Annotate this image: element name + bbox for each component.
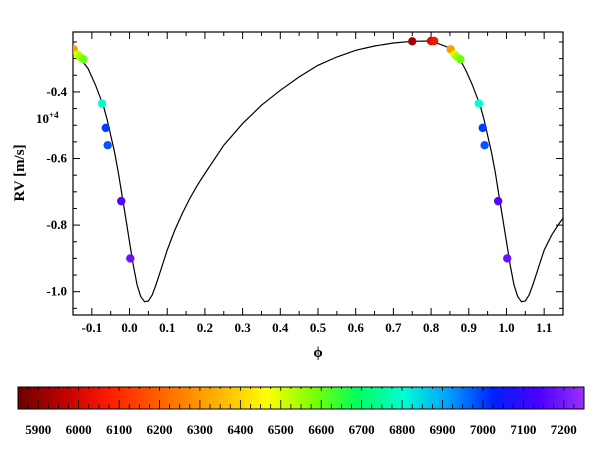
colorbar-label: 7100 [510,422,536,437]
x-tick-label: 0.0 [121,320,137,335]
y-multiplier-label: 10+4 [36,110,59,126]
x-axis-title: ϕ [313,345,322,361]
x-axis-ticks: -0.1 0.0 0.1 0.2 0.3 0.4 0.5 0.6 0.7 0.8 0.9 1.0 1.1 [72,32,564,335]
x-tick-label: 0.5 [310,320,327,335]
y-tick-label: -0.6 [46,151,67,166]
data-point [79,55,88,64]
data-point [480,141,489,150]
data-point [478,123,487,133]
colorbar-label: 6400 [227,422,253,437]
y-multiplier-base: 10 [36,111,49,126]
data-point [101,123,110,133]
y-axis-ticks: -0.4 -0.6 -0.8 -1.0 [46,41,563,309]
x-tick-label: 0.3 [234,320,251,335]
colorbar-label: 6600 [308,422,334,437]
x-tick-label: 0.2 [197,320,213,335]
data-point [97,99,107,108]
x-tick-label: 0.1 [159,320,175,335]
x-tick-label: 0.8 [423,320,440,335]
colorbar-labels: 5900 6000 6100 6200 6300 6400 6500 6600 6700 6800… [25,422,577,437]
data-point [103,141,112,150]
colorbar-label: 7000 [470,422,496,437]
colorbar-label: 7200 [551,422,577,437]
x-tick-label: 0.4 [272,320,289,335]
y-tick-label: -0.4 [46,84,67,99]
data-point [126,254,135,263]
y-axis-title: RV [m/s] [12,144,28,201]
data-point [493,196,503,206]
colorbar-label: 6900 [430,422,456,437]
colorbar-label: 6200 [147,422,173,437]
y-multiplier-exp: +4 [49,110,59,120]
data-point [474,99,484,108]
colorbar-label: 5900 [25,422,51,437]
y-tick-label: -1.0 [46,284,67,299]
colorbar-label: 6500 [268,422,294,437]
data-point [117,196,126,206]
x-tick-label: 0.9 [461,320,478,335]
data-points [73,36,512,263]
x-tick-label: 1.0 [498,320,514,335]
colorbar-label: 6000 [66,422,92,437]
colorbar-label: 6800 [389,422,415,437]
x-tick-label: -0.1 [82,320,103,335]
x-tick-label: 0.6 [348,320,365,335]
plot-frame [72,31,564,316]
data-point [429,36,439,46]
x-tick-label: 0.7 [385,320,402,335]
data-point [408,37,417,46]
colorbar-label: 6300 [187,422,213,437]
data-point [456,55,465,64]
colorbar-label: 6100 [106,422,132,437]
y-tick-label: -0.8 [46,217,67,232]
model-curve [73,40,563,303]
x-tick-label: 1.1 [536,320,552,335]
colorbar-label: 6700 [349,422,375,437]
data-point [503,254,512,263]
colorbar-ticks [27,387,575,409]
